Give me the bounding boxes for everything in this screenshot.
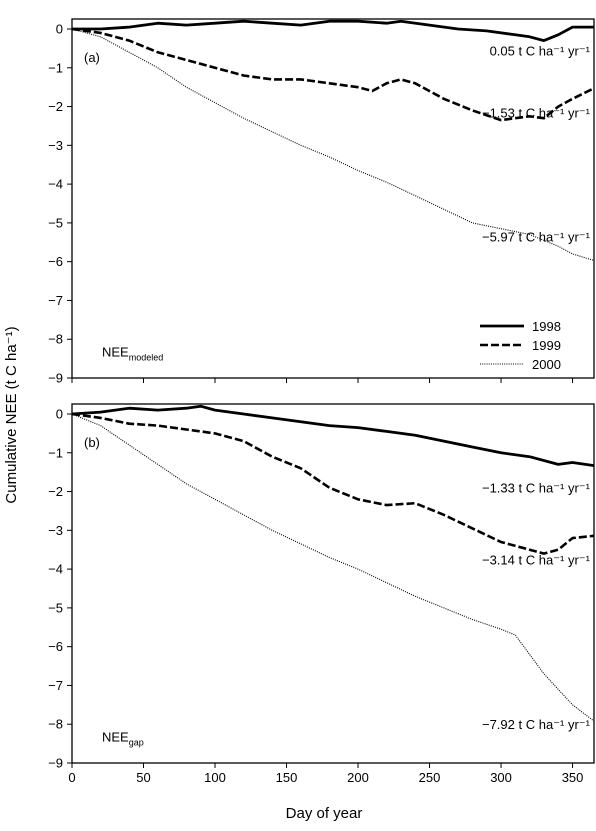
y-tick-label: −3 [48, 138, 63, 153]
x-tick-label: 0 [68, 770, 75, 785]
y-tick-label: −5 [48, 600, 63, 615]
x-tick-label: 100 [204, 770, 226, 785]
series-line-1999 [71, 412, 595, 555]
series-end-label: 0.05 t C ha⁻¹ yr⁻¹ [490, 43, 591, 58]
series-line-1999 [71, 27, 595, 122]
legend-entry: 2000 [532, 357, 561, 372]
x-tick-label: 200 [347, 770, 369, 785]
y-tick-label: −5 [48, 215, 63, 230]
y-tick-label: 0 [56, 407, 63, 422]
series-end-label: −1.53 t C ha⁻¹ yr⁻¹ [482, 105, 591, 120]
series-end-label: −5.97 t C ha⁻¹ yr⁻¹ [482, 229, 591, 244]
y-tick-label: −7 [48, 678, 63, 693]
y-axis-label: Cumulative NEE (t C ha⁻¹) [3, 326, 20, 503]
x-axis-label: Day of year [286, 805, 363, 822]
y-tick-label: −6 [48, 639, 63, 654]
y-tick-label: −8 [48, 717, 63, 732]
series-end-label: −1.33 t C ha⁻¹ yr⁻¹ [482, 481, 591, 496]
y-tick-label: −3 [48, 523, 63, 538]
y-tick-label: −9 [48, 371, 63, 386]
panel-label: (a) [84, 50, 100, 65]
y-tick-label: −7 [48, 293, 63, 308]
y-tick-label: −2 [48, 99, 63, 114]
y-tick-label: −2 [48, 484, 63, 499]
y-tick-label: −6 [48, 254, 63, 269]
series-end-label: −7.92 t C ha⁻¹ yr⁻¹ [482, 717, 591, 732]
x-tick-label: 150 [276, 770, 298, 785]
series-end-label: −3.14 t C ha⁻¹ yr⁻¹ [482, 552, 591, 567]
annotation-sub: gap [129, 738, 144, 748]
plot-frame-1 [71, 18, 595, 379]
panel-annotation: NEEgap [102, 730, 144, 748]
x-tick-label: 350 [562, 770, 584, 785]
annotation-main: NEE [102, 345, 129, 360]
panel-annotation: NEEmodeled [102, 345, 163, 363]
y-tick-label: −4 [48, 177, 63, 192]
panel-label: (b) [84, 435, 100, 450]
annotation-main: NEE [102, 730, 129, 745]
y-tick-label: −4 [48, 562, 63, 577]
x-tick-label: 50 [136, 770, 150, 785]
y-tick-label: −9 [48, 756, 63, 771]
plot-frame-2 [71, 403, 595, 764]
y-tick-label: −8 [48, 332, 63, 347]
series-line-1998 [71, 404, 595, 467]
y-tick-label: 0 [56, 22, 63, 37]
x-tick-label: 300 [490, 770, 512, 785]
legend-entry: 1998 [532, 319, 561, 334]
series-line-2000 [71, 28, 595, 262]
y-tick-label: −1 [48, 445, 63, 460]
y-tick-label: −1 [48, 60, 63, 75]
annotation-sub: modeled [129, 353, 164, 363]
series-line-2000 [71, 413, 595, 722]
series-line-1998 [72, 19, 594, 42]
legend-entry: 1999 [532, 338, 561, 353]
x-tick-label: 250 [419, 770, 441, 785]
